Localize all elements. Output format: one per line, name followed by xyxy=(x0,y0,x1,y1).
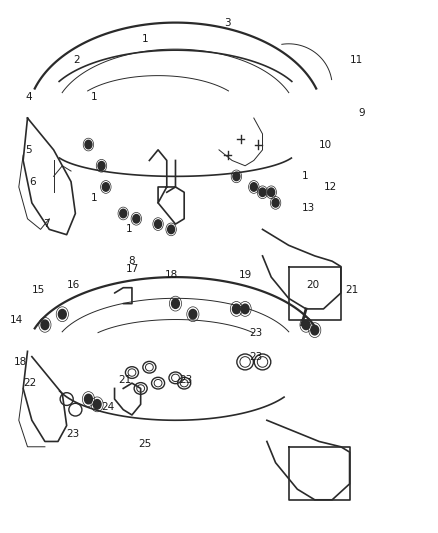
Text: 5: 5 xyxy=(25,145,32,155)
Text: 1: 1 xyxy=(302,172,308,181)
Circle shape xyxy=(259,188,266,197)
Text: 10: 10 xyxy=(319,140,332,150)
Circle shape xyxy=(189,310,197,319)
Circle shape xyxy=(233,304,240,314)
Text: 24: 24 xyxy=(101,402,115,412)
Circle shape xyxy=(120,209,127,217)
Text: 7: 7 xyxy=(42,219,49,229)
Text: 23: 23 xyxy=(250,328,263,338)
Text: 18: 18 xyxy=(165,270,178,280)
Circle shape xyxy=(172,299,180,309)
Text: 4: 4 xyxy=(25,92,32,102)
Text: 20: 20 xyxy=(306,280,319,290)
Circle shape xyxy=(85,140,92,149)
Circle shape xyxy=(302,320,310,329)
Text: 21: 21 xyxy=(119,375,132,385)
Circle shape xyxy=(241,304,249,314)
Circle shape xyxy=(85,394,92,404)
Text: 1: 1 xyxy=(91,192,97,203)
Text: 8: 8 xyxy=(129,256,135,266)
Circle shape xyxy=(41,320,49,329)
Text: 25: 25 xyxy=(138,439,152,449)
Circle shape xyxy=(251,183,257,191)
Circle shape xyxy=(233,172,240,181)
Text: 1: 1 xyxy=(125,224,132,235)
Text: 1: 1 xyxy=(91,92,97,102)
Text: 16: 16 xyxy=(67,280,80,290)
Text: 18: 18 xyxy=(14,357,28,367)
Circle shape xyxy=(155,220,162,228)
Circle shape xyxy=(272,199,279,207)
Text: 15: 15 xyxy=(32,285,45,295)
Text: 23: 23 xyxy=(180,375,193,385)
Circle shape xyxy=(98,161,105,170)
Circle shape xyxy=(93,400,101,409)
Text: 11: 11 xyxy=(350,55,363,64)
Text: 9: 9 xyxy=(358,108,365,118)
Circle shape xyxy=(311,325,319,335)
Circle shape xyxy=(168,225,175,233)
Text: 12: 12 xyxy=(323,182,337,192)
Text: 19: 19 xyxy=(238,270,252,280)
Text: 1: 1 xyxy=(142,34,148,44)
Text: 21: 21 xyxy=(345,285,358,295)
Text: 13: 13 xyxy=(302,203,315,213)
Text: 3: 3 xyxy=(224,18,231,28)
Circle shape xyxy=(58,310,66,319)
Text: 2: 2 xyxy=(73,55,80,65)
Text: 17: 17 xyxy=(125,264,138,274)
Circle shape xyxy=(102,183,110,191)
Text: 23: 23 xyxy=(250,352,263,361)
Text: 23: 23 xyxy=(67,429,80,439)
Circle shape xyxy=(268,188,275,197)
Text: 14: 14 xyxy=(10,314,23,325)
Text: 22: 22 xyxy=(23,378,36,388)
Text: 6: 6 xyxy=(30,176,36,187)
Circle shape xyxy=(133,215,140,223)
